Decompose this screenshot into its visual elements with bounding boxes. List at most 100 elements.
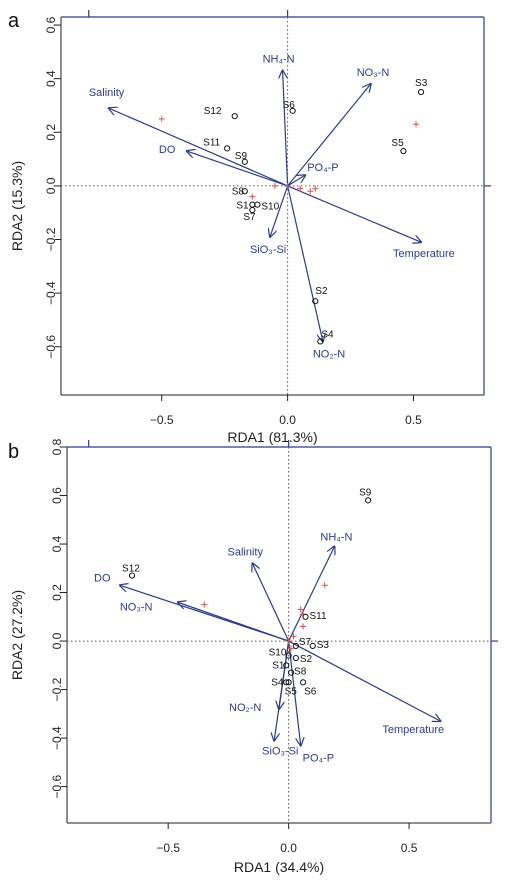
cross-marker	[413, 121, 420, 128]
cross-marker	[288, 645, 295, 652]
vector-arrow	[287, 185, 421, 242]
cross-marker	[290, 633, 297, 640]
vector-label: Temperature	[393, 248, 455, 260]
site-label: S1	[272, 660, 285, 671]
site-label: S11	[310, 611, 327, 622]
x-axis-label: RDA1 (34.4%)	[234, 859, 324, 875]
y-tick-label: −0.4	[44, 281, 58, 305]
cross-marker	[284, 182, 291, 189]
site-label: S7	[299, 637, 312, 648]
y-tick-label: 0.6	[50, 487, 64, 504]
site-point	[241, 158, 248, 165]
site-point	[283, 662, 290, 669]
cross-marker	[307, 188, 314, 195]
panel-label: a	[8, 10, 20, 32]
x-tick-label: −0.5	[150, 413, 174, 427]
vector-label: PO₄-P	[303, 752, 334, 764]
y-tick-label: −0.2	[44, 227, 58, 251]
x-tick-label: −0.5	[156, 841, 180, 855]
vector-label: Salinity	[228, 546, 264, 558]
vector-arrow	[274, 640, 290, 740]
y-tick-label: 0.4	[50, 535, 64, 552]
x-tick-label: 0.5	[405, 413, 422, 427]
site-point	[287, 669, 295, 676]
site-point	[417, 88, 425, 96]
cross-marker	[297, 606, 304, 613]
vector-label: SiO₃-Si	[250, 244, 286, 256]
y-axis-label: RDA2 (15.3%)	[9, 161, 25, 251]
site-point	[249, 201, 256, 208]
cross-marker	[285, 638, 292, 645]
site-point	[249, 206, 256, 214]
cross-marker	[201, 601, 208, 608]
vector-arrow	[287, 84, 371, 187]
site-point	[254, 201, 261, 208]
y-tick-label: 0.0	[44, 177, 58, 194]
panel-b: −0.5 0.0 0.5 −0.6 −0.4 −0.2 0.0 0.2 0.4 0.6 0.8 RDA…	[8, 438, 498, 875]
y-tick-label: 0.8	[50, 438, 64, 455]
site-label: S10	[261, 202, 279, 213]
site-point	[317, 338, 324, 345]
vector-arrow	[109, 108, 288, 187]
y-tick-label: −0.6	[50, 774, 64, 798]
site-label: S4	[271, 677, 284, 688]
site-label: S9	[359, 487, 372, 498]
y-tick-label: −0.6	[44, 335, 58, 359]
y-tick-label: −0.4	[50, 726, 64, 750]
site-label: S3	[415, 78, 428, 89]
site-point	[241, 188, 248, 195]
site-point	[224, 145, 231, 152]
site-point	[128, 572, 136, 579]
vector-label: DO	[159, 144, 176, 156]
site-label: S3	[317, 640, 330, 651]
cross-marker	[312, 185, 319, 192]
vector-label: NH₄-N	[263, 54, 295, 66]
vector-label: NO₂-N	[229, 702, 261, 714]
vector-label: NO₃-N	[357, 67, 390, 79]
vector-arrow	[187, 151, 288, 187]
vector-arrow	[288, 546, 335, 642]
cross-marker	[158, 115, 165, 122]
site-label: S5	[391, 138, 404, 149]
site-point	[400, 147, 407, 155]
site-label: S5	[285, 686, 298, 697]
site-label: S4	[321, 329, 334, 340]
y-tick-label: 0.2	[44, 124, 58, 141]
site-label: S9	[235, 151, 248, 162]
y-tick-label: −0.2	[50, 677, 64, 701]
vector-arrow	[288, 640, 441, 721]
vector-label: NO₂-N	[313, 348, 345, 360]
y-tick-label: 0.0	[50, 632, 64, 649]
site-point	[292, 654, 299, 662]
site-point	[292, 642, 299, 650]
vector-arrow	[270, 185, 289, 237]
y-tick-label: 0.2	[50, 584, 64, 601]
panel-label: b	[8, 441, 19, 463]
cross-marker	[321, 582, 328, 589]
y-tick-label: 0.4	[44, 70, 58, 87]
x-axis-label: RDA1 (81.3%)	[227, 429, 317, 445]
site-label: S11	[203, 137, 220, 148]
vector-arrow	[287, 185, 323, 341]
cross-marker	[300, 623, 307, 630]
site-point	[285, 679, 292, 686]
vector-label: SiO₃-Si	[262, 746, 298, 758]
site-label: S6	[304, 686, 317, 697]
site-point	[312, 298, 319, 305]
panel-a: −0.5 0.0 0.5 −0.6 −0.4 −0.2 0.0 0.2 0.4 0.6 RDA1 (…	[8, 10, 491, 445]
vector-label: Temperature	[382, 724, 444, 736]
y-axis-label: RDA2 (27.2%)	[9, 590, 25, 680]
vector-label: PO₄-P	[307, 162, 338, 174]
y-tick-label: 0.6	[44, 16, 58, 33]
site-point	[365, 497, 372, 504]
vector-arrow	[283, 71, 289, 186]
site-point	[302, 613, 309, 620]
vector-arrow	[253, 563, 290, 642]
site-label: S12	[204, 106, 222, 117]
x-tick-label: 0.0	[279, 413, 296, 427]
vector-label: Salinity	[89, 87, 125, 99]
cross-marker	[249, 193, 256, 200]
site-point	[289, 107, 296, 114]
site-point	[285, 652, 292, 659]
